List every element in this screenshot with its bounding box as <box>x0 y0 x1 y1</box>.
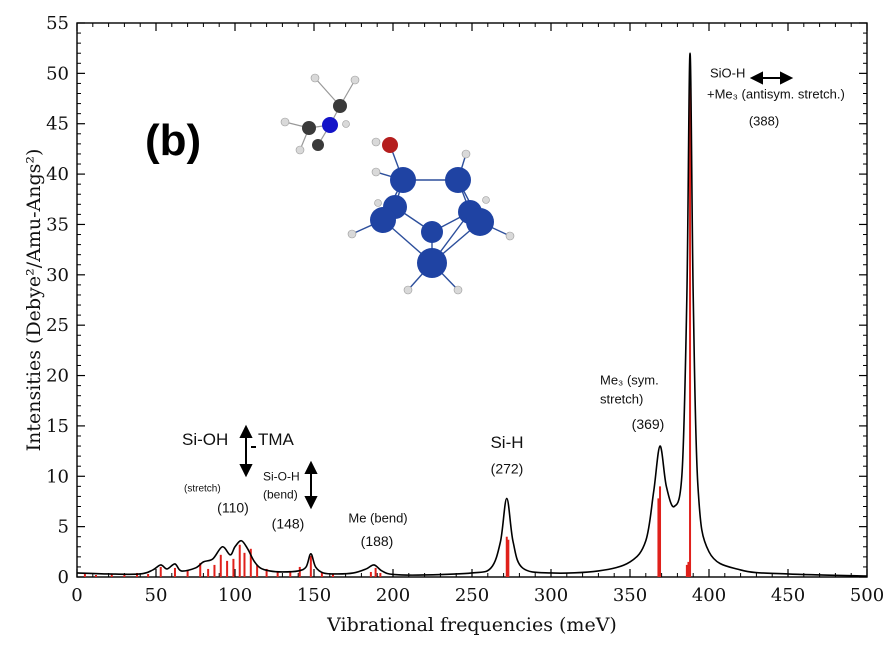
y-tick-label: 15 <box>46 416 69 437</box>
x-tick-label: 50 <box>145 585 168 606</box>
molecule-illustration <box>280 73 515 295</box>
annotation-label: Si-OH <box>182 430 228 449</box>
y-tick-label: 30 <box>46 265 69 286</box>
annotation-label: TMA <box>258 430 295 449</box>
y-tick-label: 20 <box>46 366 69 387</box>
x-tick-label: 250 <box>455 585 489 606</box>
x-tick-label: 400 <box>692 585 726 606</box>
annotation-label: (stretch) <box>184 483 221 494</box>
annotation-label: (bend) <box>263 487 298 501</box>
annotation-label: +Me₃ (antisym. stretch.) <box>707 87 845 102</box>
annotation-label: (110) <box>217 500 249 516</box>
x-tick-label: 100 <box>218 585 252 606</box>
annotation-label: Me (bend) <box>348 511 407 526</box>
x-tick-label: 200 <box>376 585 410 606</box>
y-tick-label: 35 <box>46 214 69 235</box>
annotation-label: (369) <box>632 416 665 432</box>
annotation-label: Si-O-H <box>263 469 300 483</box>
annotation-label: Si-H <box>490 433 523 452</box>
y-tick-label: 0 <box>58 567 69 588</box>
panel-label: (b) <box>145 116 201 165</box>
y-tick-label: 45 <box>46 114 69 135</box>
x-tick-label: 350 <box>613 585 647 606</box>
annotation-label: Me₃ (sym. <box>600 373 659 388</box>
x-axis-title: Vibrational frequencies (meV) <box>326 614 617 636</box>
y-tick-label: 50 <box>46 63 69 84</box>
y-axis-title: Intensities (Debye²/Amu-Angs²) <box>23 149 45 452</box>
annotation-label: (188) <box>361 533 394 549</box>
y-tick-label: 40 <box>46 164 69 185</box>
x-tick-label: 0 <box>71 585 82 606</box>
x-tick-label: 500 <box>850 585 884 606</box>
y-tick-label: 55 <box>46 13 69 34</box>
x-tick-label: 300 <box>534 585 568 606</box>
y-tick-label: 5 <box>58 517 69 538</box>
annotation-label: (148) <box>272 516 305 532</box>
y-tick-label: 25 <box>46 315 69 336</box>
spectrum-line <box>76 52 868 577</box>
annotation-label: (272) <box>491 460 524 476</box>
x-tick-label: 450 <box>771 585 805 606</box>
annotation-label: stretch) <box>600 392 643 407</box>
annotation-label: SiO-H <box>710 65 745 80</box>
x-tick-label: 150 <box>297 585 331 606</box>
annotation-arrows <box>239 71 794 510</box>
annotation-label: (388) <box>749 114 779 129</box>
y-tick-label: 10 <box>46 466 69 487</box>
